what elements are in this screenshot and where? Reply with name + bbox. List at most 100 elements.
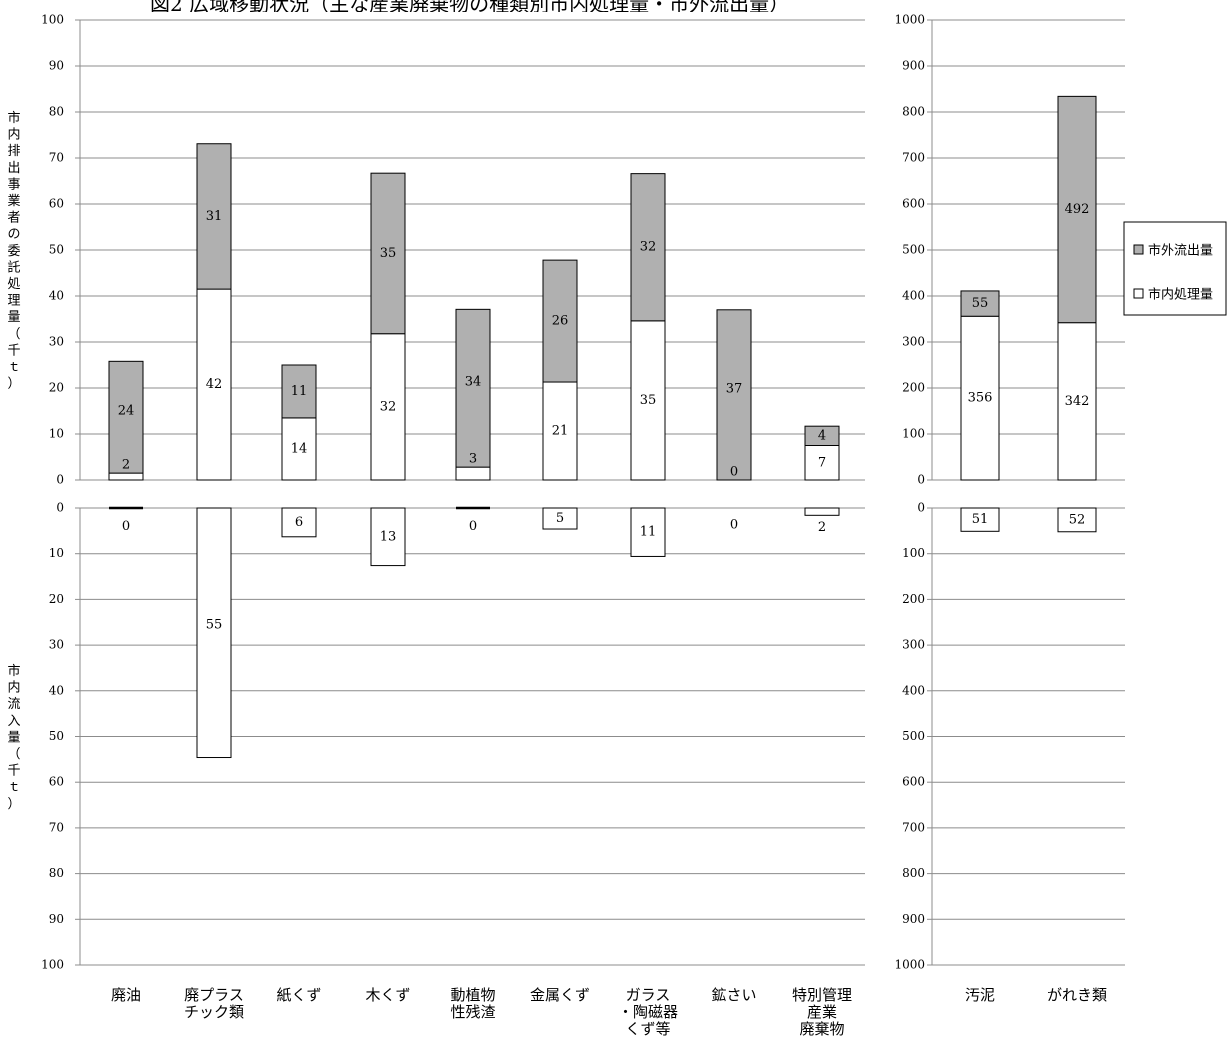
right-upper-tick-label: 1000: [894, 13, 925, 27]
category-label: 汚泥: [965, 986, 995, 1004]
category-label-line: 動植物: [450, 986, 495, 1004]
left-upper-tick-label: 30: [49, 335, 64, 349]
data-label-in-city: 2: [122, 458, 130, 473]
lower-y-axis-title-char: 入: [7, 714, 20, 729]
bar-outflow: [370, 172, 406, 335]
data-label-in-city: 14: [291, 441, 308, 456]
bar-outflow: [960, 290, 1000, 317]
bar-inflow: [542, 507, 578, 530]
right-upper-tick-label: 700: [902, 151, 925, 165]
right-lower-tick-label: 100: [902, 546, 925, 560]
category-label: 特別管理産業廃棄物: [792, 986, 852, 1038]
bar-outflow: [108, 360, 144, 474]
data-label-in-city: 35: [640, 393, 657, 408]
bar-outflow: [804, 425, 840, 446]
bar-inflow: [630, 507, 666, 557]
data-label-in-city: 32: [380, 399, 397, 414]
category-label-line: がれき類: [1047, 986, 1107, 1004]
category-label: 紙くず: [276, 986, 321, 1004]
left-upper-tick-label: 80: [49, 105, 64, 119]
left-upper-tick-label: 100: [41, 13, 64, 27]
data-label-inflow: 52: [1069, 512, 1086, 527]
bar-outflow: [1057, 95, 1097, 324]
category-label: 金属くず: [530, 986, 590, 1004]
left-upper-tick-label: 50: [49, 243, 64, 257]
right-lower-tick-label: 600: [902, 775, 925, 789]
left-lower-tick-label: 90: [49, 912, 64, 926]
left-lower-tick-label: 0: [56, 501, 64, 515]
data-label-inflow: 0: [122, 519, 130, 534]
bar-inflow: [196, 507, 232, 759]
category-label-line: 汚泥: [965, 986, 995, 1004]
category-label-line: チック類: [184, 1003, 244, 1021]
upper-y-axis-title: 市内排出事業者の委託処理量 （千ｔ ）: [7, 110, 20, 392]
category-label-line: 金属くず: [530, 986, 590, 1004]
lower-y-axis-title-char: 流: [7, 697, 20, 712]
data-label-outflow: 11: [291, 384, 308, 399]
right-lower-tick-label: 700: [902, 820, 925, 834]
right-lower-tick-label: 500: [902, 729, 925, 743]
upper-y-axis-title-char: 業: [7, 193, 20, 209]
lower-y-axis-title-char: 内: [7, 680, 20, 696]
data-label-outflow: 35: [380, 246, 397, 261]
left-lower-tick-label: 40: [49, 683, 64, 697]
category-label-line: 木くず: [365, 986, 410, 1004]
left-lower-tick-label: 50: [49, 729, 64, 743]
category-label: ガラス・陶磁器くず等: [618, 986, 678, 1038]
category-label-line: 廃油: [111, 986, 141, 1004]
data-label-outflow: 32: [640, 240, 657, 255]
category-label-line: 廃プラス: [184, 986, 244, 1004]
right-upper-tick-label: 500: [902, 243, 925, 257]
data-label-in-city: 342: [1065, 394, 1090, 409]
upper-y-axis-title-char: 出: [7, 161, 20, 176]
bar-in-city-processing: [630, 320, 666, 481]
bar-outflow: [281, 364, 317, 419]
data-label-in-city: 7: [818, 455, 826, 470]
category-label-line: 性残渣: [450, 1003, 495, 1021]
lower-y-axis-title: 市内流入量 （ 千ｔ ）: [7, 663, 20, 812]
data-label-inflow: 51: [972, 512, 989, 527]
left-lower-tick-label: 70: [49, 820, 64, 834]
bar-in-city-processing: [804, 445, 840, 481]
bar-outflow: [630, 173, 666, 322]
bar-in-city-processing: [370, 333, 406, 481]
right-upper-tick-label: 800: [902, 105, 925, 119]
category-label-line: 廃棄物: [799, 1020, 844, 1038]
bar-outflow: [455, 308, 491, 468]
data-label-inflow: 6: [295, 515, 303, 530]
bar-inflow: [804, 507, 840, 516]
upper-y-axis-title-char: 排: [7, 144, 20, 159]
bar-outflow: [196, 143, 232, 290]
data-label-outflow: 55: [972, 296, 989, 311]
data-label-inflow: 5: [556, 511, 564, 526]
lower-y-axis-title-char: ｔ: [7, 780, 20, 795]
upper-y-axis-title-char: 内: [7, 127, 20, 143]
data-label-inflow: 0: [469, 519, 477, 534]
category-label-line: 産業: [807, 1003, 837, 1021]
chart-title: 図2 広域移動状況（主な産業廃棄物の種類別市内処理量・市外流出量）: [150, 0, 790, 12]
left-lower-tick-label: 10: [49, 546, 64, 560]
lower-y-axis-title-char: 市: [7, 663, 20, 679]
category-label-line: ・陶磁器: [618, 1003, 678, 1021]
data-label-inflow: 2: [818, 520, 826, 535]
right-lower-tick-label: 900: [902, 912, 925, 926]
upper-y-axis-title-char: 事: [7, 177, 20, 192]
upper-y-axis-title-char: ）: [7, 377, 20, 392]
bar-in-city-processing: [108, 472, 144, 481]
left-upper-tick-label: 10: [49, 427, 64, 441]
data-label-inflow: 13: [380, 529, 397, 544]
bar-in-city-processing: [542, 381, 578, 481]
right-upper-tick-label: 300: [902, 335, 925, 349]
lower-y-axis-title-char: 千: [7, 764, 20, 779]
upper-y-axis-title-char: 処: [7, 277, 20, 292]
right-upper-tick-label: 600: [902, 197, 925, 211]
bar-inflow: [960, 507, 1000, 532]
upper-y-axis-title-char: 市: [7, 110, 20, 126]
right-upper-tick-label: 100: [902, 427, 925, 441]
data-label-inflow: 55: [206, 617, 223, 632]
data-label-inflow: 11: [640, 525, 657, 540]
category-label: 廃プラスチック類: [184, 986, 244, 1021]
upper-y-axis-title-char: の: [7, 227, 20, 242]
legend-label: 市外流出量: [1148, 243, 1213, 259]
